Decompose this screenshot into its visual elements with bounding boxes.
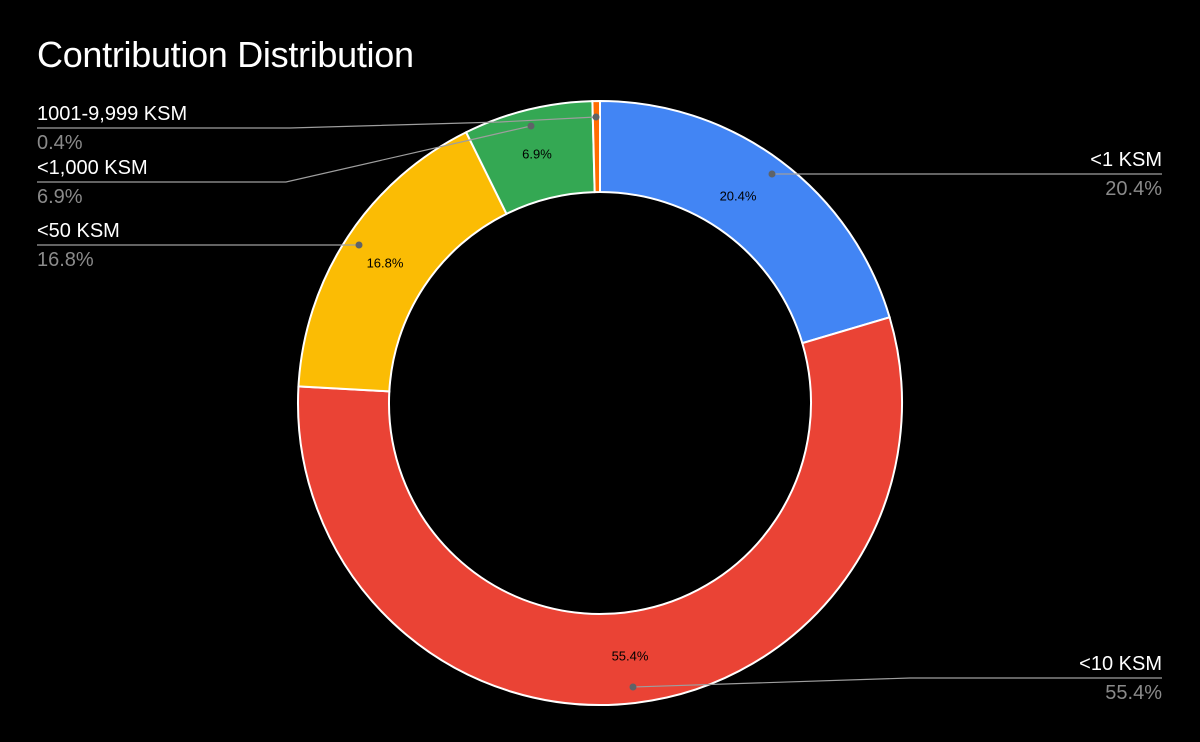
callout-category-3: <1,000 KSM [37,157,148,179]
leader-dot-0 [768,170,776,178]
donut-slices [297,99,903,706]
leader-line-1 [632,677,1162,688]
leader-dot-2 [355,241,363,249]
callout-category-1: <10 KSM [1079,653,1162,675]
callout-percent-0: 20.4% [1105,178,1162,200]
leader-dot-4 [592,113,600,121]
leader-line-4 [37,116,597,129]
leader-dot-3 [527,122,535,130]
leader-dot-1 [629,683,637,691]
leader-line-3 [37,125,532,183]
donut-slice-0[interactable] [599,99,891,345]
slice-value-label-3: 6.9% [522,146,552,161]
callout-category-2: <50 KSM [37,220,120,242]
chart-title: Contribution Distribution [37,34,414,75]
callout-percent-2: 16.8% [37,249,94,271]
donut-slice-4[interactable] [591,99,601,194]
donut-slice-1[interactable] [297,316,903,706]
callout-percent-3: 6.9% [37,186,83,208]
callout-percent-4: 0.4% [37,132,83,154]
callout-category-4: 1001-9,999 KSM [37,103,187,125]
callout-labels: 20.4% <1 KSM 20.4% 55.4% <10 KSM 55.4% 16.8% <5… [37,103,1162,704]
slice-value-label-1: 55.4% [612,648,649,663]
slice-value-label-2: 16.8% [367,255,404,270]
slice-value-label-0: 20.4% [720,188,757,203]
callout-category-0: <1 KSM [1090,149,1162,171]
callout-percent-1: 55.4% [1105,682,1162,704]
